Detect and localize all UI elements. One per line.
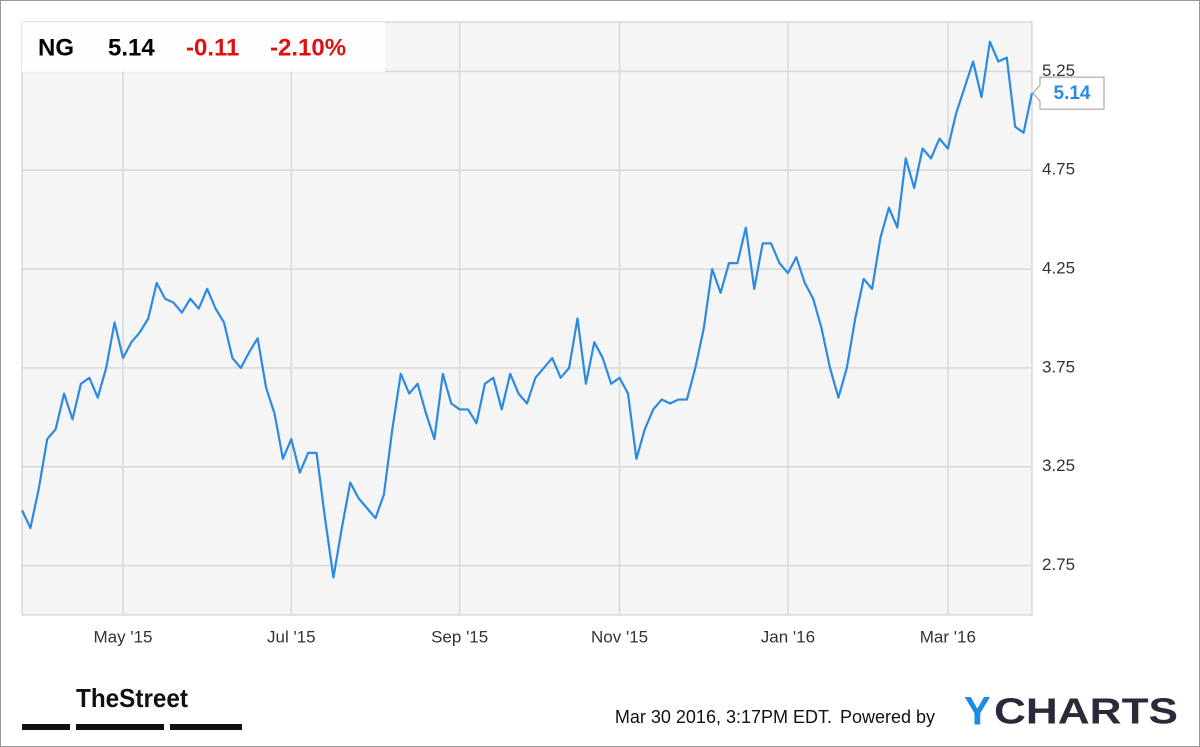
last-price-label: 5.14 <box>1054 83 1091 104</box>
timestamp: Mar 30 2016, 3:17PM EDT. <box>615 707 832 727</box>
y-tick-label: 3.25 <box>1042 456 1075 475</box>
marks <box>21 40 1034 579</box>
brand-rest: CHARTS <box>994 691 1178 732</box>
last-price-callout <box>1032 76 1105 110</box>
x-tick-label: Jan '16 <box>761 627 815 646</box>
x-tick-label: Sep '15 <box>431 627 488 646</box>
price-line <box>21 40 1034 579</box>
grid <box>22 22 1032 615</box>
header-box <box>22 22 385 72</box>
price: 5.14 <box>108 34 155 61</box>
publisher: TheStreet <box>76 683 188 713</box>
change: -0.11 <box>186 34 239 61</box>
change-percent: -2.10% <box>270 34 346 61</box>
plot-area <box>21 21 1033 616</box>
powered-by: Powered by <box>840 707 935 727</box>
logo-bar <box>76 724 164 730</box>
logo-bar <box>170 724 242 730</box>
x-tick-label: Jul '15 <box>267 627 316 646</box>
y-tick-label: 2.75 <box>1042 555 1075 574</box>
y-tick-label: 4.25 <box>1042 259 1075 278</box>
x-tick-label: Nov '15 <box>591 627 648 646</box>
symbol: NG <box>38 34 74 61</box>
x-tick-label: Mar '16 <box>920 627 976 646</box>
logo-bar <box>22 724 70 730</box>
y-tick-label: 4.75 <box>1042 160 1075 179</box>
y-tick-label: 5.25 <box>1042 61 1075 80</box>
y-tick-label: 3.75 <box>1042 357 1075 376</box>
brand-initial: Y <box>964 690 991 734</box>
x-tick-label: May '15 <box>94 627 153 646</box>
publisher-logo: TheStreet <box>22 683 242 730</box>
